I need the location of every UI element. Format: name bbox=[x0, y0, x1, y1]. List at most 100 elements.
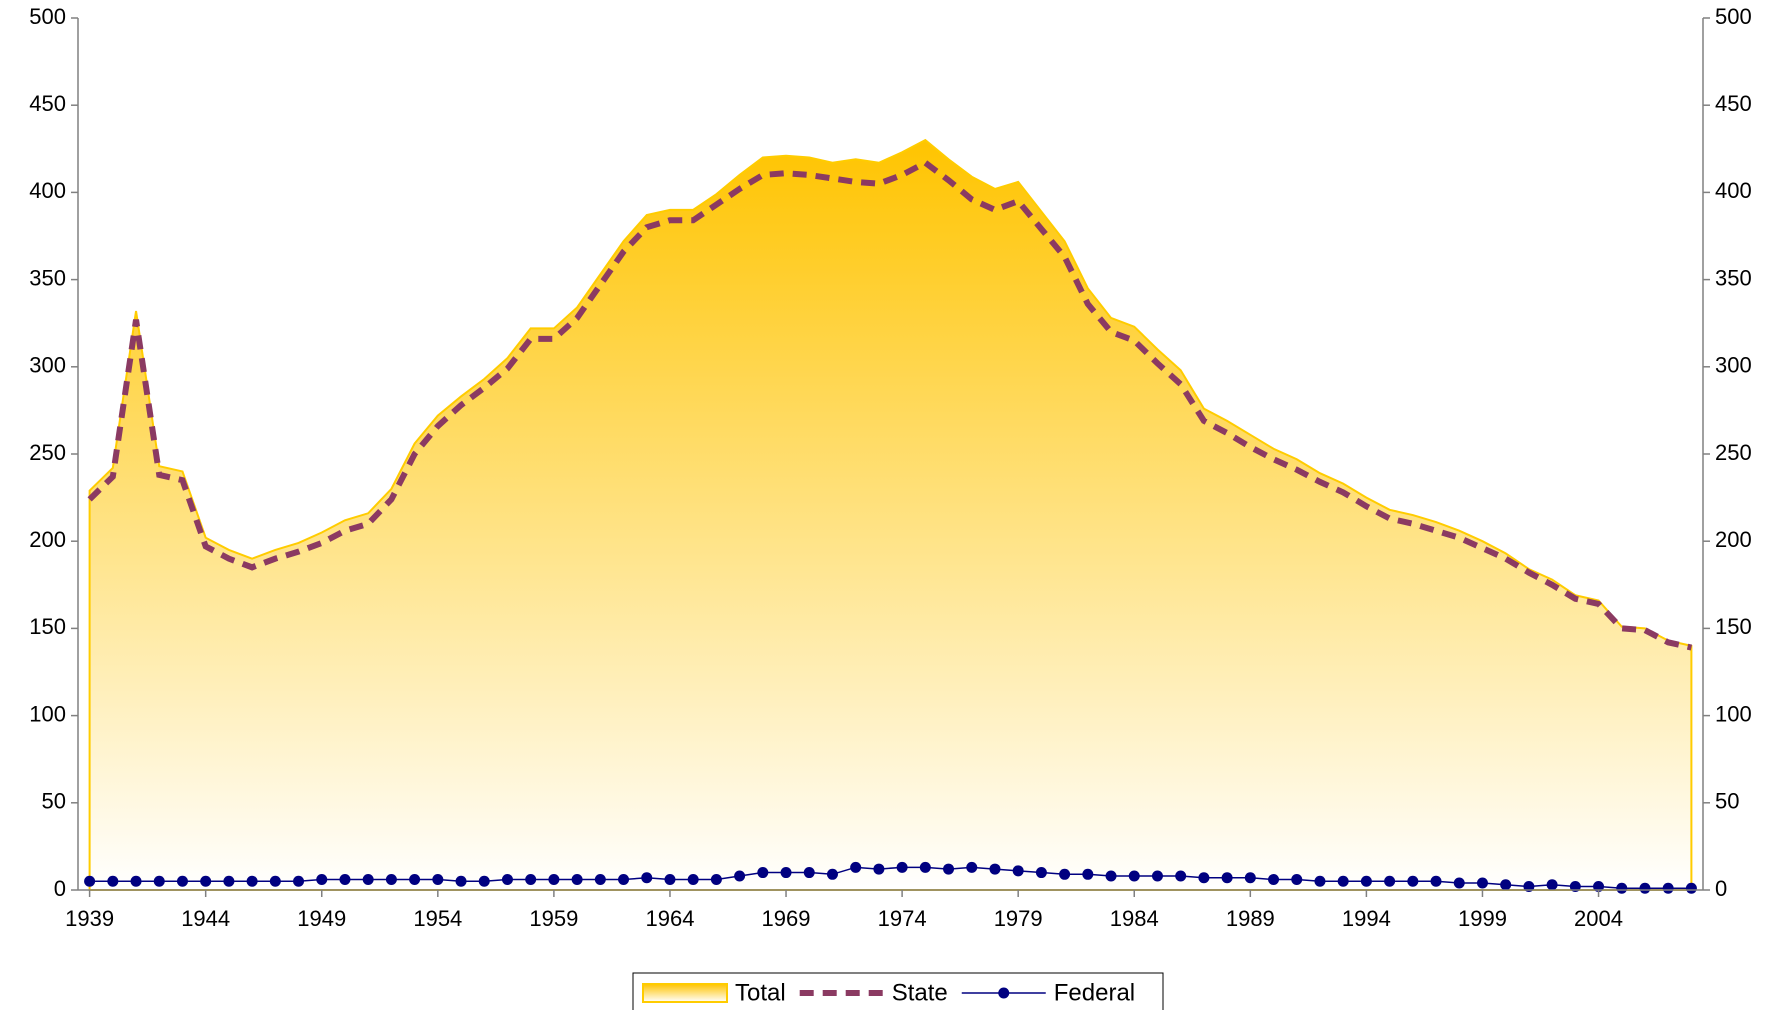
y-tick-label: 150 bbox=[29, 614, 66, 639]
federal-point bbox=[153, 875, 165, 887]
federal-point bbox=[989, 863, 1001, 875]
x-tick-label: 1954 bbox=[413, 906, 462, 931]
y2-tick-label: 200 bbox=[1715, 527, 1752, 552]
y-tick-label: 300 bbox=[29, 353, 66, 378]
federal-point bbox=[734, 870, 746, 882]
federal-point bbox=[966, 861, 978, 873]
federal-point bbox=[919, 861, 931, 873]
federal-point bbox=[1059, 868, 1071, 880]
x-tick-label: 1949 bbox=[297, 906, 346, 931]
x-tick-label: 1939 bbox=[65, 906, 114, 931]
x-tick-label: 2004 bbox=[1574, 906, 1623, 931]
legend-swatch bbox=[998, 987, 1010, 999]
federal-point bbox=[84, 875, 96, 887]
federal-point bbox=[1337, 875, 1349, 887]
federal-point bbox=[1476, 877, 1488, 889]
federal-point bbox=[710, 874, 722, 886]
federal-point bbox=[1035, 867, 1047, 879]
federal-point bbox=[1082, 868, 1094, 880]
federal-point bbox=[687, 874, 699, 886]
federal-point bbox=[1430, 875, 1442, 887]
federal-point bbox=[618, 874, 630, 886]
x-tick-label: 1989 bbox=[1226, 906, 1275, 931]
federal-point bbox=[1500, 879, 1512, 891]
federal-point bbox=[780, 867, 792, 879]
y-tick-label: 0 bbox=[54, 876, 66, 901]
federal-point bbox=[246, 875, 258, 887]
federal-point bbox=[1639, 882, 1651, 894]
federal-point bbox=[757, 867, 769, 879]
federal-point bbox=[200, 875, 212, 887]
federal-point bbox=[293, 875, 305, 887]
legend-swatch bbox=[642, 983, 728, 1003]
federal-point bbox=[826, 868, 838, 880]
federal-point bbox=[362, 874, 374, 886]
federal-point bbox=[1128, 870, 1140, 882]
x-tick-label: 1969 bbox=[762, 906, 811, 931]
federal-point bbox=[1314, 875, 1326, 887]
federal-point bbox=[1221, 872, 1233, 884]
x-tick-label: 1994 bbox=[1342, 906, 1391, 931]
federal-point bbox=[1291, 874, 1303, 886]
legend-label: Federal bbox=[1054, 979, 1135, 1006]
federal-point bbox=[385, 874, 397, 886]
federal-point bbox=[1407, 875, 1419, 887]
federal-point bbox=[896, 861, 908, 873]
federal-point bbox=[803, 867, 815, 879]
federal-point bbox=[548, 874, 560, 886]
federal-point bbox=[1175, 870, 1187, 882]
federal-point bbox=[1151, 870, 1163, 882]
federal-point bbox=[409, 874, 421, 886]
y2-tick-label: 450 bbox=[1715, 91, 1752, 116]
x-tick-label: 1979 bbox=[994, 906, 1043, 931]
y2-tick-label: 100 bbox=[1715, 701, 1752, 726]
y-tick-label: 500 bbox=[29, 4, 66, 29]
federal-point bbox=[1616, 882, 1628, 894]
y2-tick-label: 350 bbox=[1715, 265, 1752, 290]
y2-tick-label: 300 bbox=[1715, 353, 1752, 378]
federal-point bbox=[1268, 874, 1280, 886]
x-tick-label: 1944 bbox=[181, 906, 230, 931]
y2-tick-label: 500 bbox=[1715, 4, 1752, 29]
y2-tick-label: 0 bbox=[1715, 876, 1727, 901]
federal-point bbox=[1662, 882, 1674, 894]
legend-label: Total bbox=[735, 979, 786, 1006]
x-tick-label: 1959 bbox=[529, 906, 578, 931]
federal-point bbox=[107, 875, 119, 887]
federal-point bbox=[1012, 865, 1024, 877]
x-tick-label: 1984 bbox=[1110, 906, 1159, 931]
federal-point bbox=[641, 872, 653, 884]
federal-point bbox=[1685, 882, 1697, 894]
federal-point bbox=[1244, 872, 1256, 884]
federal-point bbox=[501, 874, 513, 886]
federal-point bbox=[873, 863, 885, 875]
federal-point bbox=[1546, 879, 1558, 891]
federal-point bbox=[478, 875, 490, 887]
y-tick-label: 450 bbox=[29, 91, 66, 116]
federal-point bbox=[455, 875, 467, 887]
federal-point bbox=[1105, 870, 1117, 882]
federal-point bbox=[571, 874, 583, 886]
federal-point bbox=[130, 875, 142, 887]
federal-line bbox=[89, 866, 1692, 890]
y-tick-label: 100 bbox=[29, 701, 66, 726]
y2-tick-label: 150 bbox=[1715, 614, 1752, 639]
x-tick-label: 1999 bbox=[1458, 906, 1507, 931]
x-tick-label: 1974 bbox=[878, 906, 927, 931]
federal-point bbox=[1198, 872, 1210, 884]
federal-point bbox=[1360, 875, 1372, 887]
federal-point bbox=[269, 875, 281, 887]
federal-point bbox=[1384, 875, 1396, 887]
y-tick-label: 350 bbox=[29, 265, 66, 290]
federal-point bbox=[943, 863, 955, 875]
federal-point bbox=[525, 874, 537, 886]
federal-point bbox=[432, 874, 444, 886]
federal-point bbox=[339, 874, 351, 886]
federal-point bbox=[664, 874, 676, 886]
y2-tick-label: 50 bbox=[1715, 789, 1739, 814]
legend-label: State bbox=[892, 979, 948, 1006]
y2-tick-label: 250 bbox=[1715, 440, 1752, 465]
total-area bbox=[88, 138, 1693, 891]
